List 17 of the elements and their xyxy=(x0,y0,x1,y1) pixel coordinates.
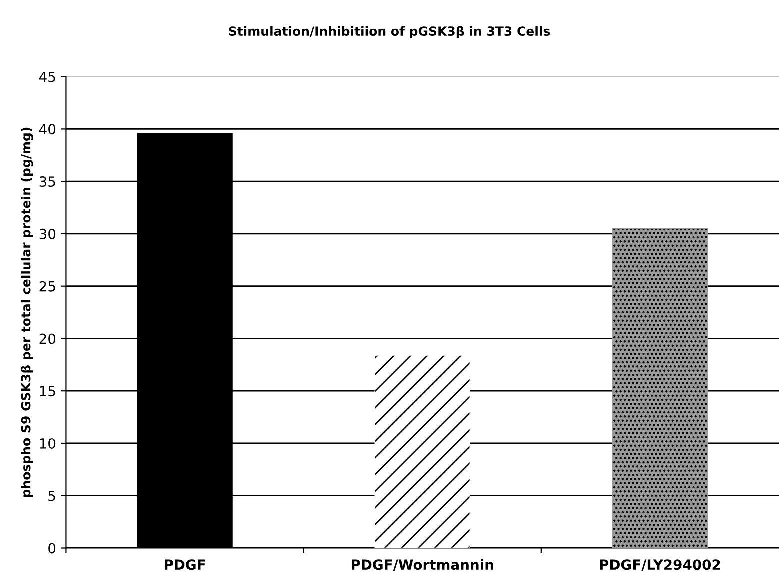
y-tick-label: 30 xyxy=(40,228,56,240)
y-tick-label: 20 xyxy=(40,334,56,344)
y-tick-label: 0 xyxy=(48,543,56,554)
x-tick-label: PDGF/LY294002 xyxy=(600,560,720,572)
y-tick-label: 15 xyxy=(40,386,56,397)
y-tick-label: 5 xyxy=(48,491,56,502)
y-tick-label: 25 xyxy=(40,281,56,292)
bar xyxy=(612,228,708,548)
chart-title: Stimulation/Inhibitiion of pGSK3β in 3T3 Cells xyxy=(229,26,550,38)
y-tick-label: 45 xyxy=(40,72,56,82)
y-tick-label: 10 xyxy=(40,438,56,449)
bar xyxy=(374,355,470,548)
y-tick-label: 35 xyxy=(40,176,56,188)
y-tick-label: 40 xyxy=(40,124,56,135)
y-axis-title: phospho S9 GSK3β per total cellular protein (pg/mg) xyxy=(20,128,34,498)
x-tick-label: PDGF xyxy=(164,560,206,570)
x-tick-label: PDGF/Wortmannin xyxy=(352,559,494,572)
